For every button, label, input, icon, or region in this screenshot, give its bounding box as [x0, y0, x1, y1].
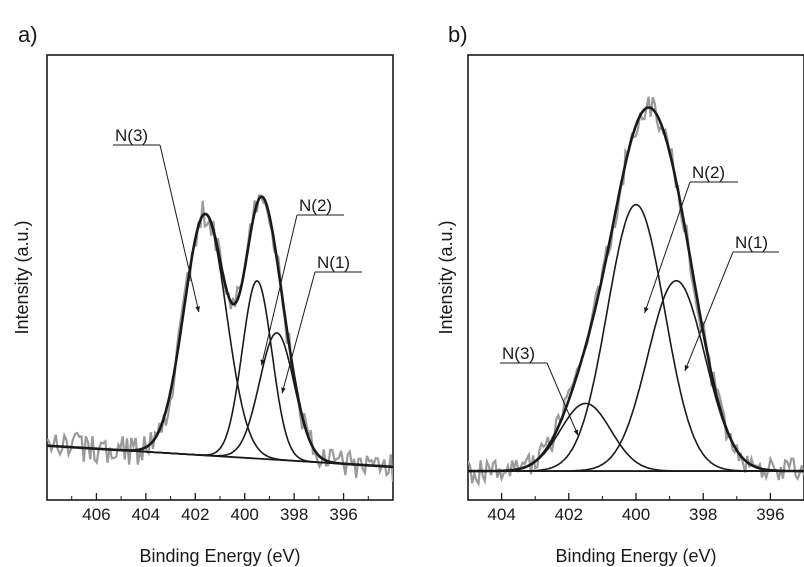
annotation-leader [644, 181, 691, 314]
panel-a: a) 406 404 402 400 398 396 Binding Energy (eV) I… [12, 22, 394, 566]
fit-envelope [47, 195, 393, 469]
x-tick-label: 398 [689, 505, 717, 524]
x-tick-label: 398 [280, 505, 308, 524]
annotation-arrowhead [644, 307, 649, 314]
plot-frame [46, 54, 394, 501]
y-axis-label: Intensity (a.u.) [436, 220, 456, 334]
annotation-leader [159, 144, 200, 313]
panel-label: b) [448, 22, 468, 47]
x-tick-label: 400 [622, 505, 650, 524]
peak-annotation-label: N(3) [502, 344, 535, 363]
raw-spectrum [468, 96, 804, 488]
x-tick-label: 406 [82, 505, 110, 524]
annotation-arrowhead [195, 306, 200, 313]
raw-spectrum [47, 194, 393, 482]
fit-component-n2 [47, 280, 393, 468]
x-tick-label: 396 [329, 505, 357, 524]
panel-b: b) 404 402 400 398 396 Binding Energy (eV) Inte… [436, 22, 804, 566]
annotation-leader [261, 214, 298, 366]
panel-label: a) [18, 22, 38, 47]
x-axis-label: Binding Energy (eV) [139, 546, 300, 566]
x-tick-label: 404 [132, 505, 160, 524]
peak-annotation-label: N(2) [692, 163, 725, 182]
annotation-arrowhead [573, 429, 579, 436]
peak-annotation-label: N(3) [115, 126, 148, 145]
x-tick-label: 396 [756, 505, 784, 524]
fit-component-n3 [468, 402, 804, 472]
annotation-arrowhead [281, 387, 286, 394]
x-tick-label: 402 [555, 505, 583, 524]
x-tick-label: 404 [487, 505, 515, 524]
annotation-arrowhead [260, 359, 266, 366]
x-tick-label: 402 [181, 505, 209, 524]
x-tick-label: 400 [231, 505, 259, 524]
peak-annotation-label: N(2) [299, 196, 332, 215]
y-axis-label: Intensity (a.u.) [12, 220, 32, 334]
annotation-leader [546, 362, 579, 436]
annotation-leader [684, 251, 734, 372]
fit-component-n1 [468, 279, 804, 472]
annotation-arrowhead [684, 364, 690, 371]
peak-annotation-label: N(1) [735, 233, 768, 252]
fit-envelope [468, 106, 804, 473]
peak-annotation-label: N(1) [317, 253, 350, 272]
annotation-leader [281, 271, 316, 394]
x-axis-label: Binding Energy (eV) [555, 546, 716, 566]
